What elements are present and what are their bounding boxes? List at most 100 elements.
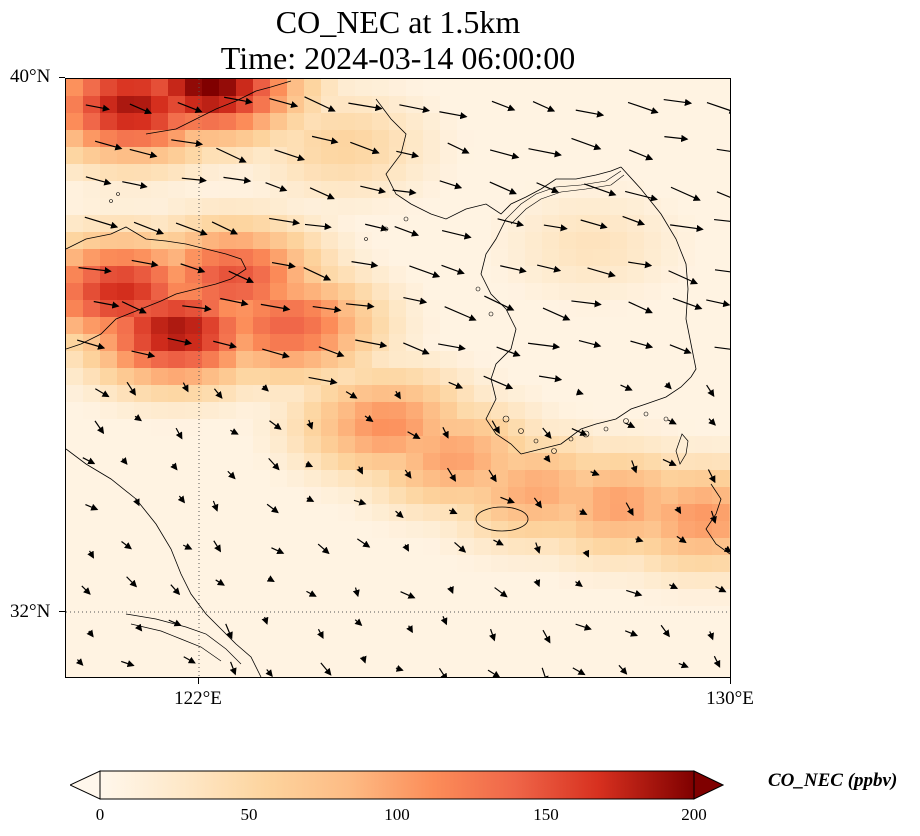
field-cell [321,487,339,505]
field-cell [117,436,135,454]
wind-arrow [170,584,181,596]
wind-arrow [309,187,335,200]
field-cell [236,487,254,505]
field-cell [593,147,611,165]
field-cell [508,334,526,352]
field-cell [83,96,101,114]
field-cell [219,538,237,556]
wind-arrow [351,261,379,269]
field-cell [508,385,526,403]
field-cell [525,215,543,233]
field-cell [83,572,101,590]
wind-arrow [305,460,314,468]
field-cell [644,164,662,182]
field-cell [644,555,662,573]
field-cell [253,79,271,97]
wind-arrow [134,414,142,422]
field-cell [83,368,101,386]
field-cell [219,674,237,677]
field-cell [185,351,203,369]
field-cell [678,640,696,658]
field-cell [66,402,84,420]
wind-arrow [180,263,206,274]
field-cell [83,606,101,624]
field-cell [355,521,373,539]
field-cell [593,555,611,573]
field-cell [440,521,458,539]
field-cell [185,79,203,97]
wind-arrow [442,426,449,439]
wind-arrow [177,495,186,504]
field-cell [134,606,152,624]
wind-arrow [483,375,514,390]
field-cell [202,266,220,284]
field-cell [644,368,662,386]
field-cell [423,674,441,677]
field-cell [83,470,101,488]
field-cell [576,164,594,182]
field-cell [287,555,305,573]
field-cell [576,351,594,369]
colorbar-extend-high [693,770,724,800]
field-cell [100,487,118,505]
field-cell [644,657,662,675]
wind-arrow [317,628,324,639]
field-cell [185,402,203,420]
field-cell [644,266,662,284]
field-cell [406,266,424,284]
field-cell [389,623,407,641]
field-cell [253,453,271,471]
field-cell [372,572,390,590]
field-cell [168,300,186,318]
colorbar-tick-0: 0 [95,805,105,824]
field-cell [593,453,611,471]
field-cell [83,657,101,675]
field-cell [168,79,186,97]
field-cell [559,487,577,505]
field-cell [66,572,84,590]
field-cell [593,589,611,607]
field-cell [134,198,152,216]
field-cell [253,504,271,522]
field-cell [406,487,424,505]
field-cell [185,181,203,199]
field-cell [440,436,458,454]
field-cell [219,130,237,148]
field-cell [712,283,730,301]
field-cell [83,198,101,216]
field-cell [576,470,594,488]
field-cell [83,555,101,573]
field-cell [423,79,441,97]
wind-arrow [407,431,421,439]
field-cell [695,198,713,216]
field-cell [321,385,339,403]
field-cell [729,572,730,590]
field-cell [338,419,356,437]
field-cell [151,79,169,97]
field-cell [508,623,526,641]
field-cell [457,674,475,677]
field-cell [423,198,441,216]
wind-arrow [574,579,583,588]
field-cell [117,521,135,539]
field-cell [610,198,628,216]
field-cell [508,351,526,369]
field-cell [559,572,577,590]
field-cell [576,300,594,318]
field-cell [661,334,679,352]
field-cell [559,589,577,607]
field-cell [270,487,288,505]
field-cell [695,470,713,488]
colorbar-tick-100: 100 [384,805,410,824]
wind-arrow [542,629,551,644]
field-cell [321,164,339,182]
field-cell [474,215,492,233]
field-cell [559,181,577,199]
field-cell [389,521,407,539]
field-cell [270,317,288,335]
field-cell [185,113,203,131]
field-cell [440,232,458,250]
field-cell [712,113,730,131]
wind-arrow [175,222,208,236]
field-cell [610,538,628,556]
